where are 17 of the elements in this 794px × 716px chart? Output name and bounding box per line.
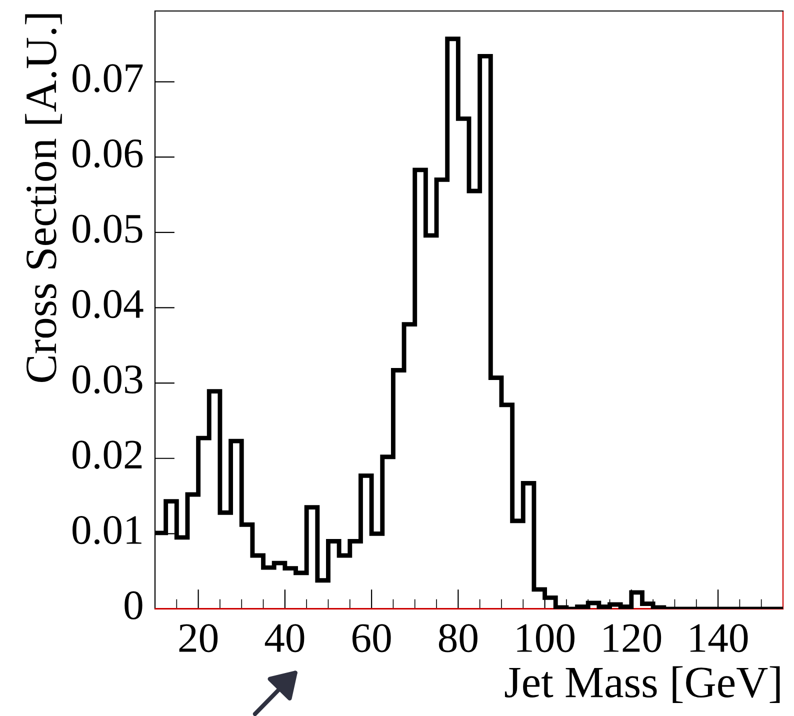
y-tick-label: 0.03: [72, 365, 142, 394]
x-tick-label: 80: [438, 624, 478, 652]
y-tick-label: 0.02: [72, 440, 142, 469]
y-tick-label: 0.06: [72, 139, 143, 168]
y-axis-title: Cross Section [A.U.]: [25, 14, 62, 382]
x-tick-label: 100: [517, 624, 574, 652]
x-tick-label: 40: [264, 624, 304, 652]
x-tick-label: 140: [690, 624, 748, 652]
y-tick-label: 0.01: [72, 516, 142, 544]
x-tick-label: 20: [179, 624, 218, 652]
y-tick-label: 0: [124, 591, 142, 620]
y-tick-label: 0.04: [72, 290, 144, 318]
x-tick-label: 60: [352, 624, 391, 652]
x-tick-label: 120: [604, 624, 662, 652]
y-tick-label: 0.07: [72, 64, 143, 92]
x-axis-title: Jet Mass [GeV]: [504, 666, 780, 704]
y-tick-label: 0.05: [72, 214, 142, 244]
